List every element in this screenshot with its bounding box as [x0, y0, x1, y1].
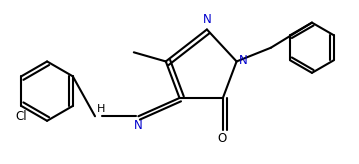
Text: N: N [202, 13, 211, 26]
Text: N: N [239, 54, 248, 67]
Text: N: N [134, 119, 143, 133]
Text: Cl: Cl [15, 110, 27, 123]
Text: H: H [97, 103, 106, 113]
Text: O: O [217, 132, 227, 145]
